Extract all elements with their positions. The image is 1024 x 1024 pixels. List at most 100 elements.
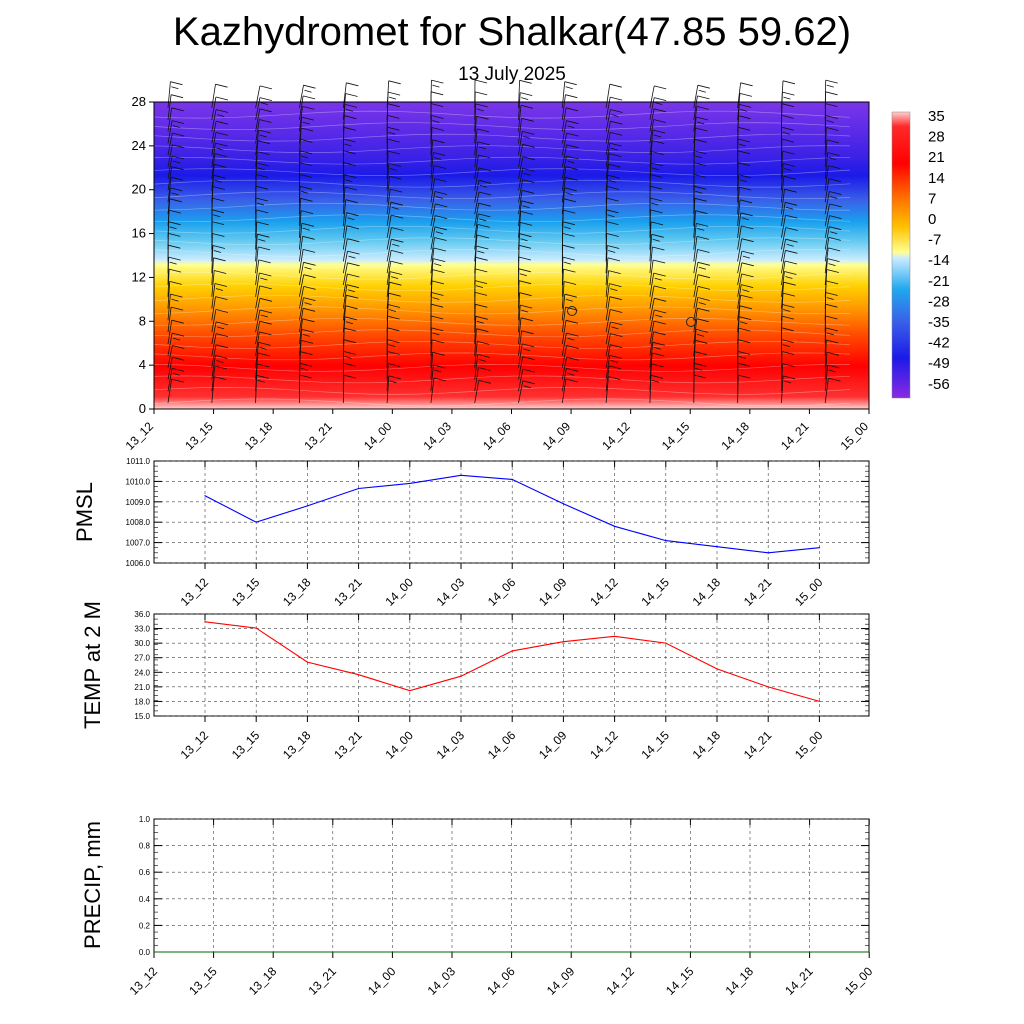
wind-barb-flag bbox=[172, 132, 185, 137]
wind-barb-flag bbox=[303, 95, 316, 100]
wind-barb bbox=[342, 174, 357, 203]
wind-barb-staff bbox=[167, 345, 173, 368]
wind-barbs bbox=[167, 79, 842, 404]
wind-barb-flag bbox=[566, 356, 579, 361]
wind-barb-staff bbox=[474, 354, 479, 380]
wind-barb-staff bbox=[561, 155, 567, 179]
wind-barb-staff bbox=[386, 202, 392, 227]
wind-barb-flag bbox=[387, 115, 400, 119]
wind-barb-staff bbox=[255, 97, 261, 120]
wind-barb-staff bbox=[605, 121, 611, 144]
wind-barb bbox=[781, 260, 798, 286]
wind-barb bbox=[649, 272, 666, 297]
wind-barb-staff bbox=[693, 262, 699, 286]
wind-barb-flag bbox=[739, 316, 752, 321]
wind-barb-flag bbox=[259, 285, 272, 290]
wind-barb bbox=[824, 327, 838, 356]
wind-barb bbox=[167, 356, 185, 380]
wind-barb-flag bbox=[389, 175, 402, 180]
wind-barb bbox=[430, 215, 448, 238]
wind-barb bbox=[167, 293, 183, 321]
wind-barb bbox=[824, 215, 842, 238]
wind-barb bbox=[342, 238, 360, 262]
wind-barb-flag bbox=[172, 337, 181, 341]
wind-barb-staff bbox=[693, 210, 696, 238]
wind-barb-staff bbox=[386, 227, 392, 250]
wind-barb-flag bbox=[172, 356, 185, 361]
wind-barb-flag bbox=[302, 106, 315, 110]
wind-barb bbox=[693, 106, 709, 132]
wind-barb bbox=[430, 364, 446, 392]
wind-barb-flag bbox=[300, 197, 313, 202]
wind-barb-flag bbox=[387, 103, 400, 108]
wind-barb bbox=[561, 293, 577, 321]
wind-barb-staff bbox=[561, 81, 566, 109]
wind-barb-flag bbox=[477, 354, 490, 358]
wind-barb-flag bbox=[695, 210, 708, 215]
wind-barb-flag bbox=[432, 84, 440, 88]
wind-barb-flag bbox=[215, 288, 224, 291]
wind-barb-flag bbox=[825, 303, 838, 308]
contour-line bbox=[153, 352, 851, 361]
wind-barb bbox=[561, 107, 579, 132]
wind-barb-flag bbox=[343, 126, 356, 131]
wind-barb-flag bbox=[431, 103, 444, 107]
wind-barb-flag bbox=[825, 103, 838, 107]
wind-barb-flag bbox=[520, 317, 534, 322]
y-tick-label: 0.0 bbox=[139, 948, 151, 957]
wind-barb-flag bbox=[785, 201, 798, 206]
wind-barb-flag bbox=[522, 179, 535, 183]
wind-barb-staff bbox=[561, 177, 566, 203]
data-point bbox=[818, 547, 821, 549]
wind-barb-flag bbox=[696, 121, 705, 125]
precip-ylabel: PRECIP, mm bbox=[80, 821, 105, 949]
wind-barb-staff bbox=[386, 215, 392, 238]
wind-barb-flag bbox=[785, 238, 798, 243]
x-tick-label: 13_15 bbox=[229, 728, 263, 762]
wind-barb-flag bbox=[609, 283, 622, 287]
wind-barb bbox=[561, 345, 579, 368]
wind-barb-staff bbox=[781, 260, 786, 286]
wind-barb bbox=[781, 150, 795, 179]
wind-barb-flag bbox=[299, 174, 312, 178]
wind-barb bbox=[255, 246, 271, 274]
colorbar-labels: 35 28 21 14 7 0 -7 -14 -21 -28 -35 -42 -49 -56 bbox=[928, 108, 950, 393]
wind-barb-flag bbox=[697, 286, 711, 290]
wind-barb bbox=[474, 128, 490, 156]
wind-barb-flag bbox=[432, 120, 440, 123]
wind-barb-flag bbox=[610, 109, 623, 113]
wind-barb bbox=[561, 306, 578, 333]
wind-barb-flag bbox=[478, 213, 491, 218]
wind-barb-flag bbox=[303, 297, 316, 301]
colorbar-label: -56 bbox=[928, 376, 950, 393]
wind-barb-staff bbox=[255, 285, 261, 309]
x-tick-label: 15_00 bbox=[842, 964, 876, 998]
wind-barb-staff bbox=[474, 154, 479, 179]
wind-barb-flag bbox=[565, 378, 578, 383]
data-point bbox=[460, 474, 462, 476]
wind-barb-flag bbox=[609, 296, 622, 301]
wind-barb-staff bbox=[605, 296, 611, 321]
wind-barb-staff bbox=[693, 249, 698, 274]
wind-barb-flag bbox=[216, 147, 224, 151]
wind-barb-flag bbox=[216, 120, 229, 125]
wind-barb bbox=[255, 233, 270, 262]
wind-barb-staff bbox=[255, 119, 260, 144]
wind-barb-flag bbox=[299, 362, 312, 367]
wind-barb-flag bbox=[213, 174, 226, 179]
wind-barb bbox=[561, 332, 579, 356]
wind-barb-staff bbox=[211, 233, 213, 262]
wind-barb bbox=[737, 174, 751, 203]
wind-barb-flag bbox=[610, 333, 623, 337]
wind-barb-flag bbox=[478, 179, 492, 184]
wind-barb-staff bbox=[430, 139, 433, 168]
wind-barb-staff bbox=[211, 143, 216, 168]
wind-barb-flag bbox=[433, 152, 446, 156]
wind-barb-flag bbox=[698, 89, 706, 93]
wind-barb-staff bbox=[781, 271, 785, 297]
x-tick-label: 14_21 bbox=[741, 728, 775, 762]
wind-barb-flag bbox=[781, 351, 795, 355]
wind-barb-flag bbox=[214, 179, 222, 183]
wind-barb-flag bbox=[829, 215, 842, 219]
wind-barb-staff bbox=[518, 280, 520, 309]
